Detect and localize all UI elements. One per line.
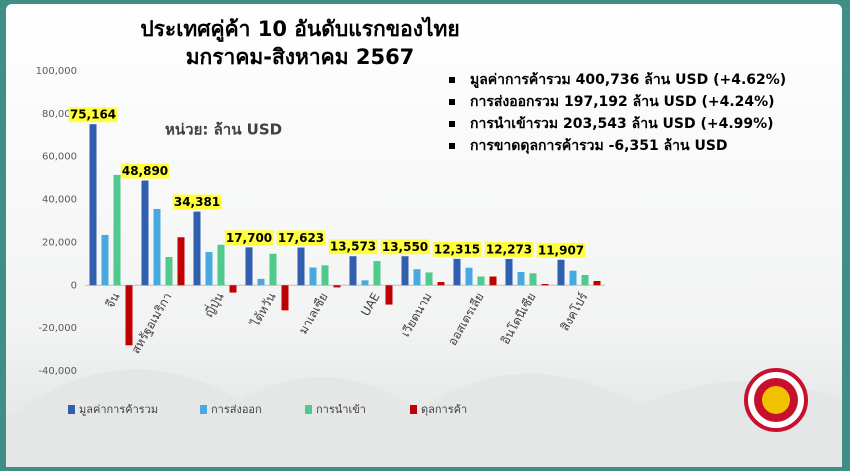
y-tick-label: -40,000 (38, 366, 77, 377)
bar (385, 285, 393, 305)
bar (165, 257, 173, 286)
chart-subtitle: มกราคม-สิงหาคม 2567 (186, 45, 415, 69)
bar (593, 281, 601, 286)
bar (177, 237, 185, 286)
summary-line: การขาดดุลการค้ารวม -6,351 ล้าน USD (470, 138, 728, 154)
bar (125, 285, 133, 346)
bar (245, 247, 253, 286)
bar (101, 234, 109, 286)
value-label: 12,273 (486, 242, 532, 256)
legend-swatch (305, 405, 312, 414)
bar (437, 282, 445, 286)
legend-swatch (410, 405, 417, 414)
value-label-bg (224, 230, 274, 246)
value-label: 48,890 (122, 164, 168, 178)
bar (153, 209, 161, 286)
bar (541, 284, 549, 286)
unit-annotation: หน่วย: ล้าน USD (165, 121, 282, 139)
chart-title: ประเทศคู่ค้า 10 อันดับแรกของไทย (140, 16, 459, 43)
bar (373, 261, 381, 286)
value-label-bg (120, 163, 170, 179)
summary-line: มูลค่าการค้ารวม 400,736 ล้าน USD (+4.62%… (470, 72, 786, 88)
bar (89, 124, 97, 286)
bar (309, 267, 317, 286)
bar (297, 247, 305, 286)
value-label-bg (484, 241, 534, 257)
bullet (449, 77, 455, 83)
bar (489, 276, 497, 286)
bar (557, 259, 565, 286)
legend-label: การนำเข้า (316, 403, 366, 416)
bar (321, 265, 329, 286)
legend-label: การส่งออก (211, 403, 262, 416)
value-label-bg (276, 230, 326, 246)
bar (193, 211, 201, 286)
y-tick-label: 100,000 (36, 66, 77, 77)
bar (529, 273, 537, 286)
bar (333, 285, 341, 288)
logo (744, 368, 808, 432)
value-label-bg (328, 239, 378, 255)
bar (505, 258, 513, 286)
value-label-bg (380, 239, 430, 255)
value-label-bg (172, 194, 222, 210)
y-tick-label: 20,000 (42, 237, 77, 248)
bar (361, 280, 369, 286)
x-tick-label: จีน (103, 290, 123, 310)
value-label: 75,164 (70, 108, 116, 122)
bar (217, 244, 225, 286)
bar (401, 256, 409, 286)
bar (113, 174, 121, 286)
background (6, 4, 842, 467)
value-label: 13,573 (330, 240, 376, 254)
summary-line: การส่งออกรวม 197,192 ล้าน USD (+4.24%) (470, 94, 775, 110)
value-label: 17,700 (226, 231, 272, 245)
y-tick-label: -20,000 (38, 323, 77, 334)
legend-swatch (68, 405, 75, 414)
bar (425, 272, 433, 286)
y-tick-label: 40,000 (42, 195, 77, 206)
value-label-bg (432, 241, 482, 257)
bar (581, 275, 589, 286)
bar (569, 270, 577, 286)
value-label: 11,907 (538, 243, 584, 257)
bar (281, 285, 289, 311)
bullet (449, 143, 455, 149)
bar (349, 256, 357, 286)
bar (413, 269, 421, 286)
summary-line: การนำเข้ารวม 203,543 ล้าน USD (+4.99%) (470, 116, 774, 132)
legend-label: ดุลการค้า (421, 403, 467, 416)
mountain-decoration (6, 369, 842, 467)
bar (453, 258, 461, 286)
bar (141, 180, 149, 286)
bar (517, 272, 525, 286)
y-tick-label: 60,000 (42, 152, 77, 163)
value-label: 17,623 (278, 231, 324, 245)
bar (229, 285, 237, 293)
value-label: 34,381 (174, 195, 220, 209)
value-label: 12,315 (434, 242, 480, 256)
bar (269, 253, 277, 286)
bar (477, 276, 485, 286)
legend-swatch (200, 405, 207, 414)
legend-label: มูลค่าการค้ารวม (79, 403, 158, 416)
bar (205, 252, 213, 286)
value-label-bg (536, 242, 586, 258)
bar (465, 267, 473, 286)
bullet (449, 99, 455, 105)
value-label: 13,550 (382, 240, 428, 254)
y-tick-label: 80,000 (42, 109, 77, 120)
bar (257, 278, 265, 286)
bullet (449, 121, 455, 127)
summary: มูลค่าการค้ารวม 400,736 ล้าน USD (+4.62%… (449, 72, 786, 154)
value-label-bg (68, 107, 118, 123)
y-tick-label: 0 (71, 280, 77, 291)
